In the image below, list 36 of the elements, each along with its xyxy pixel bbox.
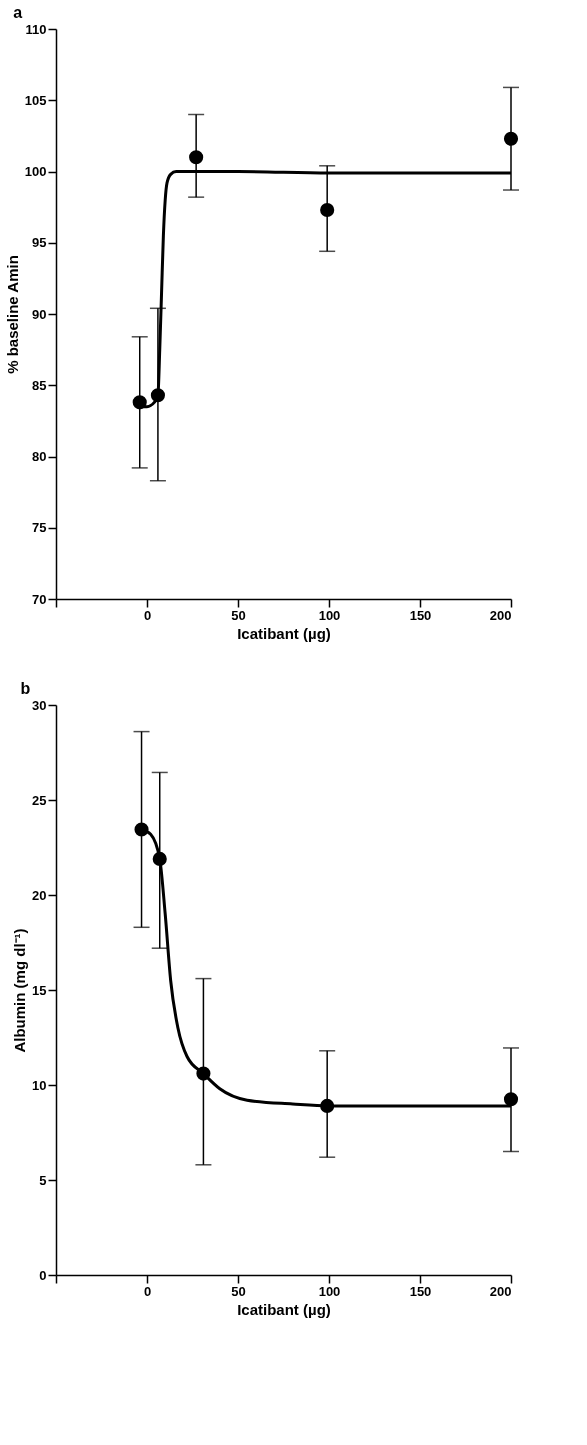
point — [503, 1092, 519, 1107]
x-axis-title: Icatibant (µg) — [237, 624, 331, 642]
y-tick-label: 100 — [24, 164, 47, 179]
y-tick-label: 80 — [32, 449, 47, 464]
x-tick-label: 150 — [409, 607, 432, 623]
x-tick-label: 150 — [409, 1283, 432, 1299]
x-tick-label: 50 — [231, 1283, 246, 1299]
y-tick-label: 0 — [39, 1267, 47, 1283]
x-tick-label: 0 — [143, 607, 152, 623]
y-tick-label: 85 — [32, 377, 47, 393]
y-tick-label: 25 — [32, 792, 47, 808]
y-tick-label: 105 — [24, 92, 47, 108]
y-tick-label: 110 — [25, 21, 47, 37]
x-tick-label: 50 — [231, 607, 246, 623]
x-axis-title: Icatibant (µg) — [237, 1300, 331, 1318]
y-tick-label: 75 — [32, 520, 47, 536]
y-tick-label: 70 — [32, 591, 47, 607]
y-tick-label: 90 — [32, 306, 47, 322]
point — [320, 202, 335, 218]
y-tick-label: 30 — [32, 697, 47, 713]
y-axis-title: % baseline Amin — [3, 255, 21, 374]
x-tick-label: 0 — [143, 1283, 152, 1299]
point — [189, 150, 204, 165]
y-axis-title: Albumin (mg dl⁻¹) — [11, 928, 29, 1053]
chart-title: a — [13, 4, 23, 21]
point — [503, 131, 519, 146]
y-tick-label: 10 — [32, 1077, 47, 1093]
x-tick-label: 200 — [489, 1283, 512, 1299]
chart-title: b — [20, 680, 31, 697]
y-tick-label: 5 — [39, 1172, 47, 1188]
x-tick-label: 100 — [318, 607, 341, 623]
y-tick-label: 95 — [32, 235, 47, 251]
y-tick-label: 20 — [32, 887, 47, 903]
x-tick-label: 200 — [489, 607, 512, 623]
x-tick-label: 100 — [318, 1283, 341, 1299]
y-tick-label: 15 — [32, 982, 47, 998]
